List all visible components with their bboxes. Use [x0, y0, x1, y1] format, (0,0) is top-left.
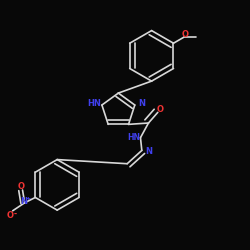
Text: HN: HN	[87, 99, 101, 108]
Text: N: N	[139, 99, 146, 108]
Text: HN: HN	[127, 133, 140, 142]
Text: -: -	[14, 210, 17, 218]
Text: O: O	[156, 105, 164, 114]
Text: O: O	[18, 182, 25, 190]
Text: +: +	[25, 196, 30, 200]
Text: O: O	[181, 30, 188, 39]
Text: N: N	[20, 197, 27, 206]
Text: O: O	[6, 211, 14, 220]
Text: N: N	[145, 147, 152, 156]
